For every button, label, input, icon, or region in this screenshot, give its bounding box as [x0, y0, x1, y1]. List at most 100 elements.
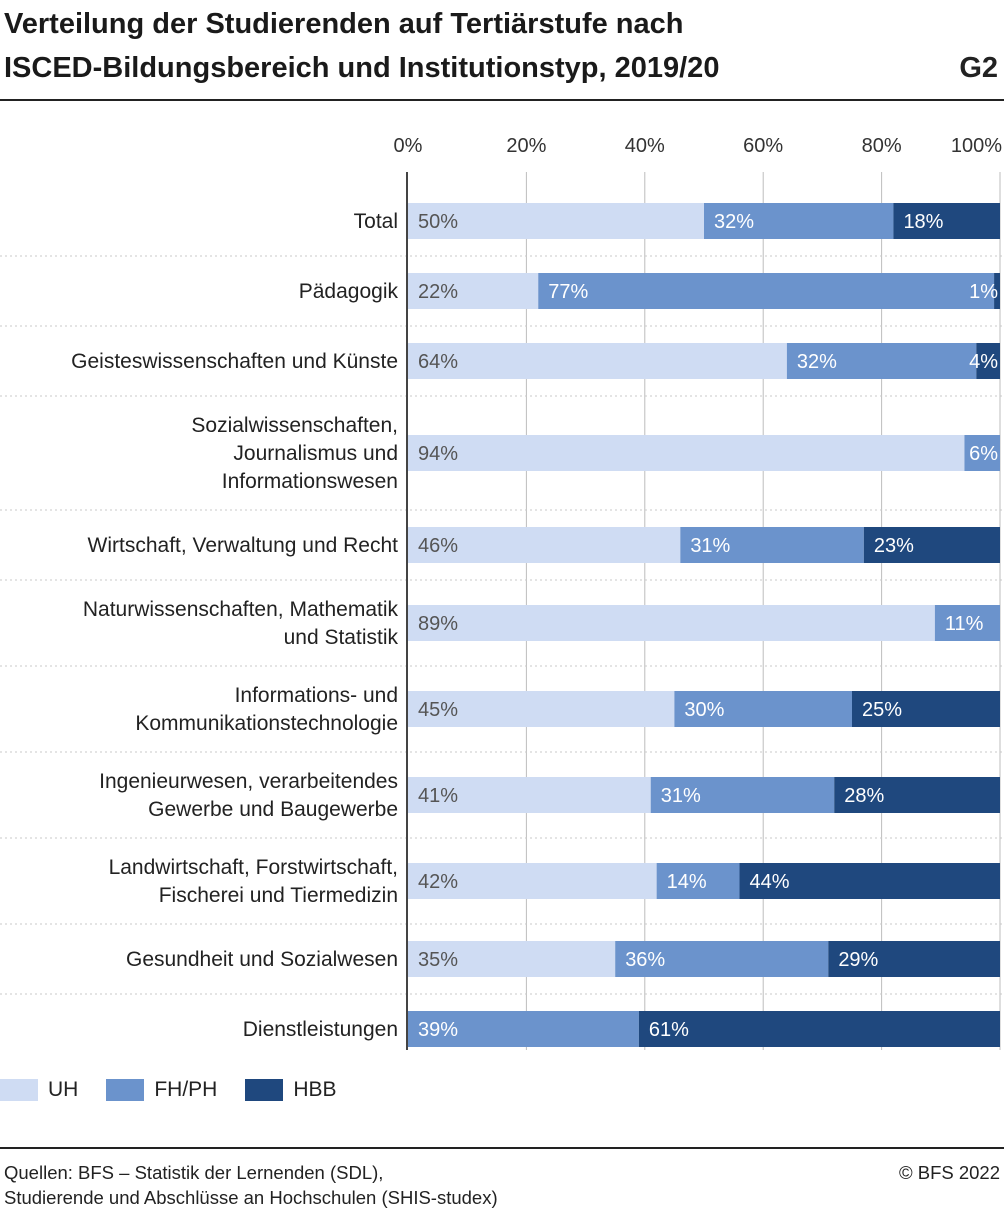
- legend-item-uh: UH: [0, 1078, 78, 1102]
- bar-segment-fh-ph: [408, 1011, 639, 1047]
- data-label: 32%: [714, 211, 754, 233]
- category-label: und Statistik: [284, 626, 399, 649]
- bar-segment-uh: [408, 343, 787, 379]
- bar-segment-fh-ph: [674, 691, 852, 727]
- data-label: 23%: [874, 535, 914, 557]
- chart-title-line-1: Verteilung der Studierenden auf Tertiärs…: [4, 8, 684, 40]
- bar-segment-hbb: [976, 343, 1000, 379]
- data-label: 61%: [649, 1019, 689, 1041]
- category-label: Naturwissenschaften, Mathematik: [83, 598, 399, 621]
- data-label: 41%: [418, 785, 458, 807]
- category-label: Informations- und: [235, 684, 398, 707]
- bar-segment-uh: [408, 941, 616, 977]
- data-label: 42%: [418, 871, 458, 893]
- category-label: Dienstleistungen: [243, 1018, 398, 1041]
- category-label: Kommunikationstechnologie: [135, 712, 398, 735]
- category-label: Sozialwissenschaften,: [191, 414, 398, 437]
- data-label: 28%: [844, 785, 884, 807]
- data-label: 36%: [625, 949, 665, 971]
- top-rule: [0, 99, 1004, 101]
- stacked-bar-chart: 0% 20% 40% 60% 80% 100% 50% 32% 18% Total 22% 77% 1%…: [0, 135, 1004, 1050]
- category-label: Gewerbe und Baugewerbe: [148, 798, 398, 821]
- x-tick-label: 100%: [951, 135, 1002, 157]
- bar-segment-hbb: [739, 863, 1000, 899]
- bar-segment-uh: [408, 863, 657, 899]
- legend-swatch-uh: [0, 1079, 38, 1101]
- bar-segment-uh: [408, 605, 935, 641]
- category-label: Wirtschaft, Verwaltung und Recht: [88, 534, 399, 557]
- bar-segment-hbb: [863, 527, 1000, 563]
- x-tick-label: 60%: [743, 135, 783, 157]
- legend-item-fh-ph: FH/PH: [106, 1078, 217, 1102]
- data-label: 11%: [945, 613, 984, 635]
- source-line-1: Quellen: BFS – Statistik der Lernenden (…: [4, 1162, 384, 1183]
- data-label: 44%: [750, 871, 790, 893]
- chart-title-line-2: ISCED-Bildungsbereich und Institutionsty…: [4, 52, 720, 84]
- legend-swatch-fh-ph: [106, 1079, 145, 1101]
- data-label: 89%: [418, 613, 458, 635]
- bottom-rule: [0, 1147, 1004, 1149]
- bar-segment-fh-ph: [964, 435, 1000, 471]
- bar-segment-uh: [408, 691, 675, 727]
- x-tick-label: 20%: [506, 135, 546, 157]
- x-tick-label: 80%: [862, 135, 902, 157]
- data-label: 1%: [969, 281, 998, 303]
- figure-id: G2: [959, 52, 998, 84]
- data-label: 64%: [418, 351, 458, 373]
- legend-label-uh: UH: [48, 1078, 79, 1101]
- legend-label-hbb: HBB: [293, 1078, 337, 1101]
- bar-segment-uh: [408, 203, 704, 239]
- category-label: Journalismus und: [233, 442, 398, 465]
- bar-segment-fh-ph: [656, 863, 740, 899]
- data-label: 94%: [418, 443, 458, 465]
- copyright: © BFS 2022: [898, 1162, 1000, 1183]
- legend-label-fh-ph: FH/PH: [154, 1078, 218, 1101]
- data-label: 14%: [667, 871, 707, 893]
- category-label: Pädagogik: [299, 280, 399, 303]
- data-label: 31%: [661, 785, 701, 807]
- data-label: 25%: [862, 699, 902, 721]
- category-label: Total: [354, 210, 398, 233]
- category-label: Landwirtschaft, Forstwirtschaft,: [109, 856, 398, 879]
- data-label: 31%: [690, 535, 730, 557]
- category-label: Gesundheit und Sozialwesen: [126, 948, 398, 971]
- data-label: 77%: [548, 281, 588, 303]
- data-label: 6%: [969, 443, 998, 465]
- source-note: Quellen: BFS – Statistik der Lernenden (…: [4, 1160, 498, 1210]
- bar-segment-hbb: [893, 203, 1000, 239]
- bar-segment-fh-ph: [704, 203, 894, 239]
- bar-segment-fh-ph: [934, 605, 1000, 641]
- data-label: 29%: [838, 949, 878, 971]
- legend-item-hbb: HBB: [245, 1078, 337, 1102]
- bar-segment-fh-ph: [680, 527, 864, 563]
- bar-segment-fh-ph: [650, 777, 835, 813]
- chart-title: Verteilung der Studierenden auf Tertiärs…: [4, 2, 904, 90]
- category-label: Fischerei und Tiermedizin: [159, 884, 398, 907]
- category-label: Geisteswissenschaften und Künste: [71, 350, 398, 373]
- bar-segment-uh: [408, 777, 651, 813]
- bar-segment-uh: [408, 435, 965, 471]
- bar-segment-hbb: [994, 273, 1000, 309]
- data-label: 18%: [903, 211, 943, 233]
- data-label: 32%: [797, 351, 837, 373]
- source-line-2: Studierende und Abschlüsse an Hochschule…: [4, 1187, 498, 1208]
- x-tick-label: 0%: [394, 135, 423, 157]
- data-label: 35%: [418, 949, 458, 971]
- data-label: 22%: [418, 281, 458, 303]
- data-label: 39%: [418, 1019, 458, 1041]
- legend: UH FH/PH HBB: [0, 1078, 337, 1102]
- bar-segment-hbb: [638, 1011, 1000, 1047]
- data-label: 46%: [418, 535, 458, 557]
- x-tick-label: 40%: [625, 135, 665, 157]
- bar-segment-fh-ph: [615, 941, 829, 977]
- bar-segment-hbb: [852, 691, 1000, 727]
- bar-segment-hbb: [828, 941, 1000, 977]
- bar-segment-fh-ph: [538, 273, 995, 309]
- category-label: Informationswesen: [222, 470, 398, 493]
- legend-swatch-hbb: [245, 1079, 284, 1101]
- bar-segment-uh: [408, 273, 539, 309]
- data-label: 30%: [684, 699, 724, 721]
- bar-segment-uh: [408, 527, 681, 563]
- data-label: 50%: [418, 211, 458, 233]
- bar-segment-fh-ph: [786, 343, 977, 379]
